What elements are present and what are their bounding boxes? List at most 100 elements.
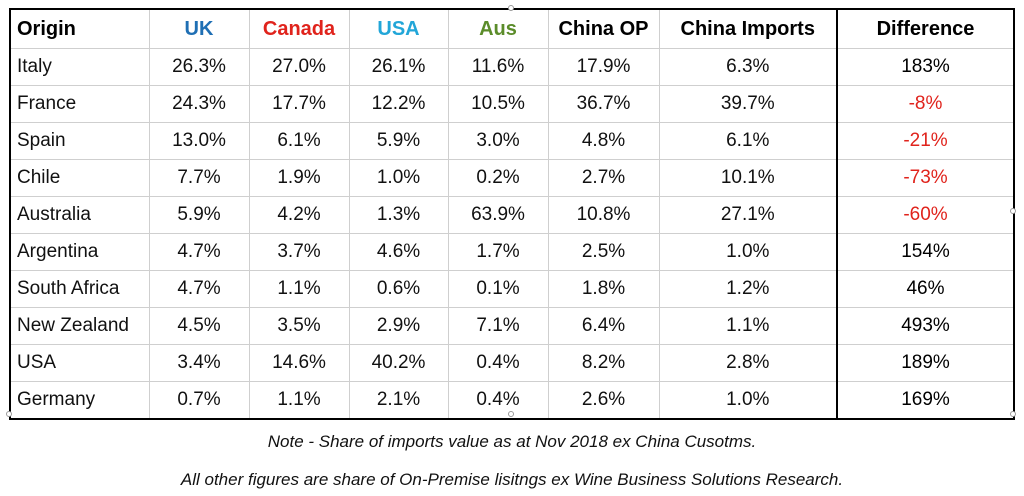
difference-cell: 169% [836, 381, 1015, 420]
canada-cell: 14.6% [248, 344, 350, 382]
canada-cell: 1.1% [248, 381, 350, 420]
table-body: Italy 26.3% 27.0% 26.1% 11.6% 17.9% 6.3% 183% Fr… [9, 48, 1015, 420]
header-china-op: China OP [547, 8, 660, 49]
uk-cell: 7.7% [148, 159, 250, 197]
china-imports-cell: 6.3% [658, 48, 838, 86]
uk-cell: 5.9% [148, 196, 250, 234]
usa-cell: 2.9% [348, 307, 449, 345]
origin-cell: Spain [9, 122, 150, 160]
usa-cell: 0.6% [348, 270, 449, 308]
china-op-cell: 4.8% [547, 122, 660, 160]
uk-cell: 3.4% [148, 344, 250, 382]
table-row: Chile 7.7% 1.9% 1.0% 0.2% 2.7% 10.1% -73% [9, 159, 1015, 197]
origin-cell: Argentina [9, 233, 150, 271]
uk-cell: 4.7% [148, 270, 250, 308]
usa-cell: 5.9% [348, 122, 449, 160]
china-imports-cell: 1.1% [658, 307, 838, 345]
china-imports-cell: 10.1% [658, 159, 838, 197]
wine-share-table: Origin UK Canada USA Aus China OP China Import… [9, 8, 1015, 420]
uk-cell: 0.7% [148, 381, 250, 420]
table-row: New Zealand 4.5% 3.5% 2.9% 7.1% 6.4% 1.1% 493% [9, 307, 1015, 345]
resize-handle-bottom-right[interactable] [1010, 411, 1016, 417]
canada-cell: 27.0% [248, 48, 350, 86]
uk-cell: 24.3% [148, 85, 250, 123]
resize-handle-top[interactable] [508, 5, 514, 11]
aus-cell: 0.1% [447, 270, 549, 308]
note-on-premise: All other figures are share of On-Premis… [180, 470, 844, 489]
difference-cell: -73% [836, 159, 1015, 197]
table-row: Germany 0.7% 1.1% 2.1% 0.4% 2.6% 1.0% 169% [9, 381, 1015, 420]
usa-cell: 12.2% [348, 85, 449, 123]
table-frame[interactable]: Origin UK Canada USA Aus China OP China Import… [6, 5, 1016, 420]
note-imports: Note - Share of imports value as at Nov … [267, 432, 757, 451]
china-op-cell: 2.5% [547, 233, 660, 271]
header-usa: USA [348, 8, 449, 49]
aus-cell: 63.9% [447, 196, 549, 234]
origin-cell: South Africa [9, 270, 150, 308]
china-imports-cell: 39.7% [658, 85, 838, 123]
china-op-cell: 6.4% [547, 307, 660, 345]
origin-cell: USA [9, 344, 150, 382]
origin-cell: Chile [9, 159, 150, 197]
table-row: Australia 5.9% 4.2% 1.3% 63.9% 10.8% 27.1% -60% [9, 196, 1015, 234]
difference-cell: 183% [836, 48, 1015, 86]
header-aus: Aus [447, 8, 549, 49]
china-imports-cell: 1.0% [658, 381, 838, 420]
uk-cell: 26.3% [148, 48, 250, 86]
origin-cell: Germany [9, 381, 150, 420]
china-op-cell: 8.2% [547, 344, 660, 382]
aus-cell: 7.1% [447, 307, 549, 345]
table-row: Spain 13.0% 6.1% 5.9% 3.0% 4.8% 6.1% -21% [9, 122, 1015, 160]
resize-handle-bottom-left[interactable] [6, 411, 12, 417]
difference-cell: 46% [836, 270, 1015, 308]
china-op-cell: 2.6% [547, 381, 660, 420]
china-op-cell: 2.7% [547, 159, 660, 197]
difference-cell: 493% [836, 307, 1015, 345]
difference-cell: -60% [836, 196, 1015, 234]
origin-cell: Australia [9, 196, 150, 234]
aus-cell: 0.4% [447, 381, 549, 420]
china-imports-cell: 6.1% [658, 122, 838, 160]
usa-cell: 26.1% [348, 48, 449, 86]
china-imports-cell: 1.2% [658, 270, 838, 308]
canada-cell: 3.5% [248, 307, 350, 345]
canada-cell: 3.7% [248, 233, 350, 271]
header-uk: UK [148, 8, 250, 49]
header-origin: Origin [9, 8, 150, 49]
china-imports-cell: 1.0% [658, 233, 838, 271]
usa-cell: 40.2% [348, 344, 449, 382]
aus-cell: 0.4% [447, 344, 549, 382]
table-row: Italy 26.3% 27.0% 26.1% 11.6% 17.9% 6.3% 183% [9, 48, 1015, 86]
canada-cell: 6.1% [248, 122, 350, 160]
aus-cell: 3.0% [447, 122, 549, 160]
header-row: Origin UK Canada USA Aus China OP China Import… [9, 8, 1015, 49]
china-op-cell: 1.8% [547, 270, 660, 308]
canada-cell: 1.9% [248, 159, 350, 197]
origin-cell: France [9, 85, 150, 123]
difference-cell: 189% [836, 344, 1015, 382]
aus-cell: 1.7% [447, 233, 549, 271]
canada-cell: 1.1% [248, 270, 350, 308]
china-op-cell: 17.9% [547, 48, 660, 86]
header-difference: Difference [836, 8, 1015, 49]
aus-cell: 10.5% [447, 85, 549, 123]
table-row: France 24.3% 17.7% 12.2% 10.5% 36.7% 39.7% -8% [9, 85, 1015, 123]
china-imports-cell: 27.1% [658, 196, 838, 234]
uk-cell: 4.5% [148, 307, 250, 345]
china-imports-cell: 2.8% [658, 344, 838, 382]
uk-cell: 13.0% [148, 122, 250, 160]
china-op-cell: 10.8% [547, 196, 660, 234]
resize-handle-bottom[interactable] [508, 411, 514, 417]
origin-cell: Italy [9, 48, 150, 86]
table-row: South Africa 4.7% 1.1% 0.6% 0.1% 1.8% 1.2% 46% [9, 270, 1015, 308]
canada-cell: 4.2% [248, 196, 350, 234]
difference-cell: -21% [836, 122, 1015, 160]
usa-cell: 2.1% [348, 381, 449, 420]
aus-cell: 11.6% [447, 48, 549, 86]
difference-cell: 154% [836, 233, 1015, 271]
origin-cell: New Zealand [9, 307, 150, 345]
header-canada: Canada [248, 8, 350, 49]
resize-handle-right[interactable] [1010, 208, 1016, 214]
usa-cell: 1.3% [348, 196, 449, 234]
table-row: USA 3.4% 14.6% 40.2% 0.4% 8.2% 2.8% 189% [9, 344, 1015, 382]
